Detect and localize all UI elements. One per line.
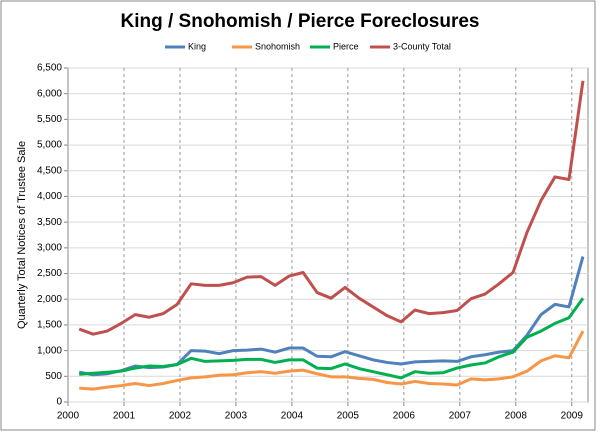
legend-label: 3-County Total: [393, 41, 451, 51]
legend-label: Snohomish: [255, 41, 300, 51]
y-tick-label: 6,500: [37, 63, 62, 74]
y-tick-label: 500: [45, 371, 62, 382]
x-tick-label: 2006: [393, 411, 416, 422]
y-tick-label: 4,500: [37, 165, 62, 176]
legend-label: King: [188, 41, 206, 51]
x-tick-label: 2003: [225, 411, 248, 422]
x-tick-label: 2005: [337, 411, 360, 422]
chart-title: King / Snohomish / Pierce Foreclosures: [121, 11, 480, 32]
y-tick-label: 1,500: [37, 320, 62, 331]
y-tick-label: 3,500: [37, 217, 62, 228]
x-tick-label: 2008: [505, 411, 528, 422]
x-tick-label: 2004: [281, 411, 304, 422]
y-tick-label: 3,000: [37, 242, 62, 253]
y-tick-label: 5,000: [37, 140, 62, 151]
x-tick-label: 2002: [169, 411, 192, 422]
y-tick-label: 2,500: [37, 268, 62, 279]
x-tick-label: 2000: [57, 411, 80, 422]
y-tick-label: 2,000: [37, 294, 62, 305]
series-line: [79, 297, 585, 380]
series-line: [78, 80, 585, 336]
series-line: [79, 330, 585, 391]
y-tick-label: 1,000: [37, 345, 62, 356]
x-tick-label: 2007: [449, 411, 472, 422]
y-tick-label: 0: [56, 397, 62, 408]
y-tick-label: 5,500: [37, 114, 62, 125]
legend-label: Pierce: [333, 41, 359, 51]
y-tick-label: 6,000: [37, 88, 62, 99]
plot-area: [67, 67, 589, 403]
x-tick-label: 2009: [561, 411, 584, 422]
x-tick-label: 2001: [113, 411, 136, 422]
y-axis-label: Quarterly Total Notices of Trustee Sale: [16, 141, 28, 329]
y-tick-label: 4,000: [37, 191, 62, 202]
